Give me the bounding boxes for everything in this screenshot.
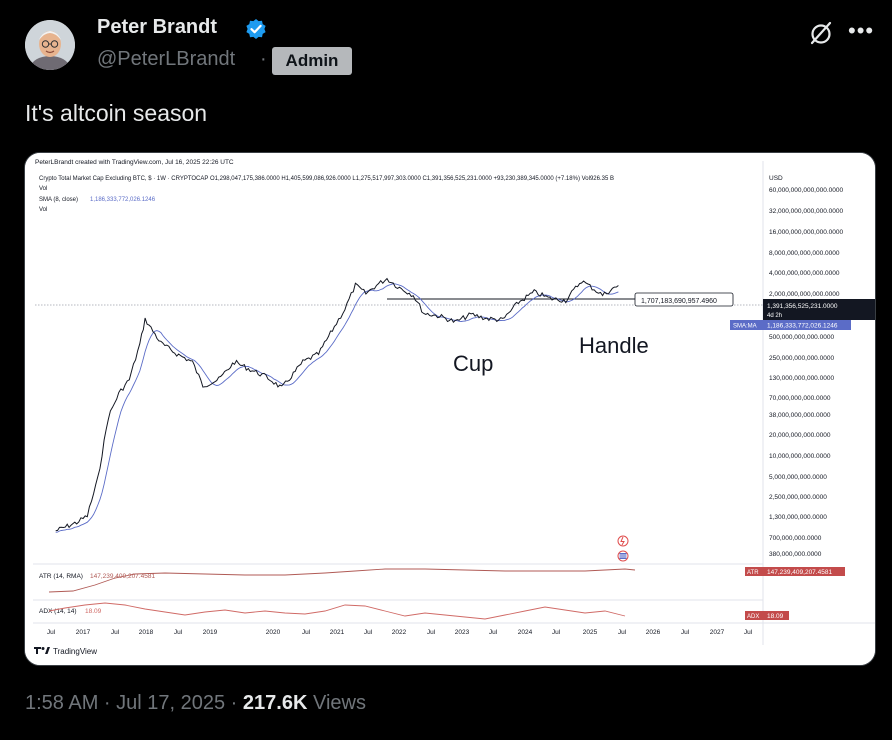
y-tick-label: 38,000,000,000.0000 — [769, 412, 831, 419]
current-price-tag — [763, 299, 875, 320]
x-tick-label: 2026 — [646, 629, 661, 636]
verified-badge-icon — [246, 19, 266, 39]
atr-line — [48, 568, 636, 593]
sma-tag: SMA:MA — [733, 324, 757, 330]
x-tick-label: 2023 — [455, 629, 470, 636]
x-tick-label: Jul — [111, 629, 120, 636]
adx-tag-value: 18.09 — [767, 613, 784, 620]
x-tick-label: Jul — [618, 629, 627, 636]
adx-value: 18.09 — [85, 608, 102, 615]
author-avatar[interactable] — [25, 20, 75, 70]
x-tick-label: Jul — [427, 629, 436, 636]
y-tick-label: 2,000,000,000,000.0000 — [769, 291, 840, 298]
y-tick-label: 500,000,000,000.0000 — [769, 334, 834, 341]
views-label: Views — [307, 692, 366, 714]
tradingview-chart: PeterLBrandt created with TradingView.co… — [25, 153, 875, 665]
x-tick-label: 2020 — [266, 629, 281, 636]
currency-label: USD — [769, 175, 783, 182]
x-tick-label: 2021 — [330, 629, 345, 636]
author-name[interactable]: Peter Brandt — [97, 16, 218, 38]
admin-badge[interactable]: Admin — [272, 47, 352, 75]
y-tick-label: 16,000,000,000,000.0000 — [769, 229, 843, 236]
price-line — [55, 277, 619, 532]
y-tick-label: 10,000,000,000.0000 — [769, 453, 831, 460]
symbol-line: Crypto Total Market Cap Excluding BTC, $… — [39, 176, 614, 182]
chart-credit: PeterLBrandt created with TradingView.co… — [35, 159, 234, 166]
adx-line — [48, 602, 626, 620]
y-tick-label: 2,500,000,000.0000 — [769, 494, 827, 501]
chart-image[interactable]: PeterLBrandt created with TradingView.co… — [24, 152, 876, 666]
y-tick-label: 1,300,000,000.0000 — [769, 514, 827, 521]
grok-icon[interactable] — [808, 20, 834, 46]
x-tick-label: Jul — [552, 629, 561, 636]
x-tick-label: 2022 — [392, 629, 407, 636]
y-tick-label: 60,000,000,000,000.0000 — [769, 187, 843, 194]
price-callout: 1,707,183,690,957.4960 — [641, 298, 717, 305]
atr-tag-box — [745, 567, 763, 576]
y-axis: 60,000,000,000,000.0000 32,000,000,000,00… — [769, 187, 843, 558]
sma-label: SMA (8, close) — [39, 197, 78, 203]
current-price: 1,391,356,525,231.0000 — [767, 303, 838, 310]
x-tick-label: 2025 — [583, 629, 598, 636]
adx-label: ADX (14, 14) — [39, 608, 77, 615]
annotation-cup: Cup — [453, 351, 493, 376]
y-tick-label: 380,000,000.0000 — [769, 551, 822, 558]
x-tick-label: Jul — [681, 629, 690, 636]
sma-tag-box — [730, 320, 763, 330]
tradingview-logo: TradingView — [34, 647, 97, 656]
atr-tag: ATR — [747, 570, 759, 576]
x-tick-label: Jul — [744, 629, 753, 636]
sma-tag-value-box — [763, 320, 851, 330]
x-tick-label: 2027 — [710, 629, 725, 636]
x-tick-label: 2024 — [518, 629, 533, 636]
atr-tag-value: 147,239,409,207.4581 — [767, 569, 832, 576]
y-tick-label: 250,000,000,000.0000 — [769, 355, 834, 362]
more-options-icon[interactable]: ••• — [848, 18, 875, 43]
svg-text:TradingView: TradingView — [53, 647, 97, 656]
adx-tag-value-box — [763, 611, 789, 620]
price-callout-box — [634, 292, 734, 307]
y-tick-label: 20,000,000,000.0000 — [769, 432, 831, 439]
x-tick-label: 2019 — [203, 629, 218, 636]
y-tick-label: 5,000,000,000.0000 — [769, 474, 827, 481]
y-tick-label: 130,000,000,000.0000 — [769, 375, 834, 382]
atr-tag-value-box — [763, 567, 845, 576]
separator-dot: · — [260, 48, 267, 70]
annotation-handle: Handle — [579, 333, 649, 358]
atr-label: ATR (14, RMA) — [39, 573, 83, 580]
tweet-text: It's altcoin season — [25, 100, 208, 126]
vol-label: Vol — [39, 186, 47, 192]
y-tick-label: 4,000,000,000,000.0000 — [769, 270, 840, 277]
vol-label-2: Vol — [39, 207, 47, 213]
sma-line — [55, 283, 619, 533]
x-tick-label: Jul — [47, 629, 56, 636]
x-tick-label: 2018 — [139, 629, 154, 636]
event-icons[interactable] — [617, 535, 629, 562]
views-count: 217.6K — [242, 692, 308, 714]
sma-value: 1,186,333,772,026.1246 — [90, 197, 156, 203]
author-handle[interactable]: @PeterLBrandt — [97, 48, 236, 70]
x-tick-label: Jul — [302, 629, 311, 636]
y-tick-label: 32,000,000,000,000.0000 — [769, 208, 843, 215]
tweet-timestamp[interactable]: 1:58 AM · Jul 17, 2025 · — [25, 692, 243, 714]
current-price-countdown: 4d 2h — [767, 313, 782, 319]
y-tick-label: 700,000,000.0000 — [769, 535, 822, 542]
x-tick-label: Jul — [174, 629, 183, 636]
adx-tag-box — [745, 611, 763, 620]
x-tick-label: Jul — [489, 629, 498, 636]
x-axis: Jul 2017 Jul 2018 Jul 2019 2020 Jul 2021 Jul 2022 J… — [47, 629, 753, 636]
y-tick-label: 8,000,000,000,000.0000 — [769, 250, 840, 257]
x-tick-label: 2017 — [76, 629, 91, 636]
y-tick-label: 70,000,000,000.0000 — [769, 395, 831, 402]
tweet-meta: 1:58 AM · Jul 17, 2025 · 217.6K Views — [25, 692, 366, 715]
x-tick-label: Jul — [364, 629, 373, 636]
adx-tag: ADX — [747, 614, 759, 620]
sma-tag-value: 1,186,333,772,026.1246 — [767, 323, 838, 330]
